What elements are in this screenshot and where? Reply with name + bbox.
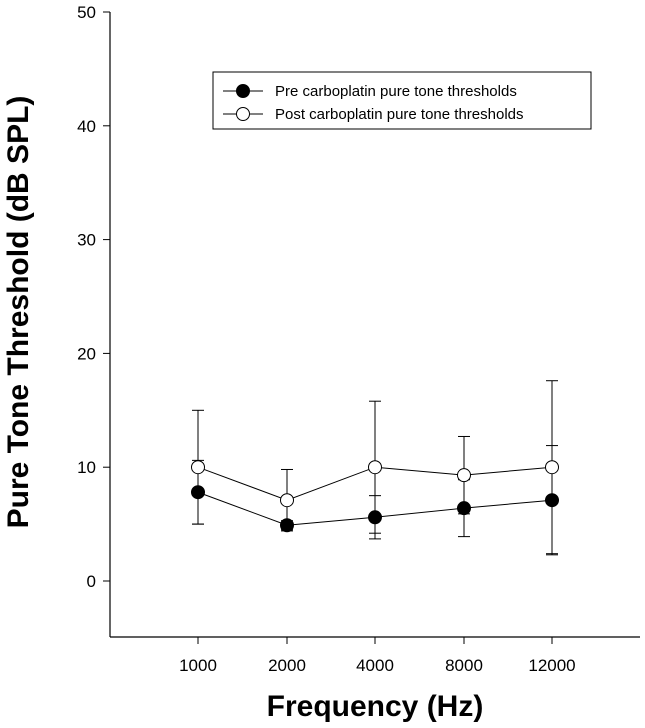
data-point-post: [191, 460, 205, 475]
y-axis-title: Pure Tone Threshold (dB SPL): [2, 96, 35, 529]
y-ticks: 0 10 20 30 40 50: [77, 3, 110, 591]
y-tick-label: 10: [77, 458, 96, 477]
data-point-post: [368, 460, 382, 475]
y-tick-label: 0: [87, 572, 96, 591]
legend-marker-pre: [236, 84, 250, 98]
x-tick-label: 1000: [179, 656, 217, 675]
y-tick-label: 20: [77, 344, 96, 363]
y-tick-label: 30: [77, 231, 96, 250]
legend-marker-post: [236, 107, 250, 121]
x-tick-label: 8000: [445, 656, 483, 675]
x-ticks: 1000 2000 4000 8000 12000: [179, 637, 576, 675]
x-tick-label: 12000: [528, 656, 575, 675]
y-tick-label: 50: [77, 3, 96, 22]
legend-box: [212, 71, 592, 130]
y-tick-label: 40: [77, 117, 96, 136]
x-tick-label: 2000: [268, 656, 306, 675]
data-point-post: [280, 493, 294, 508]
legend-label-pre: Pre carboplatin pure tone thresholds: [275, 83, 517, 100]
legend: Pre carboplatin pure tone thresholds Pos…: [212, 71, 592, 130]
x-axis-title: Frequency (Hz): [267, 690, 484, 723]
x-tick-label: 4000: [356, 656, 394, 675]
legend-label-post: Post carboplatin pure tone thresholds: [275, 106, 524, 123]
data-point-post: [545, 460, 559, 475]
series-layer: [191, 380, 559, 556]
series-post: [191, 380, 559, 555]
data-point-post: [457, 468, 471, 483]
